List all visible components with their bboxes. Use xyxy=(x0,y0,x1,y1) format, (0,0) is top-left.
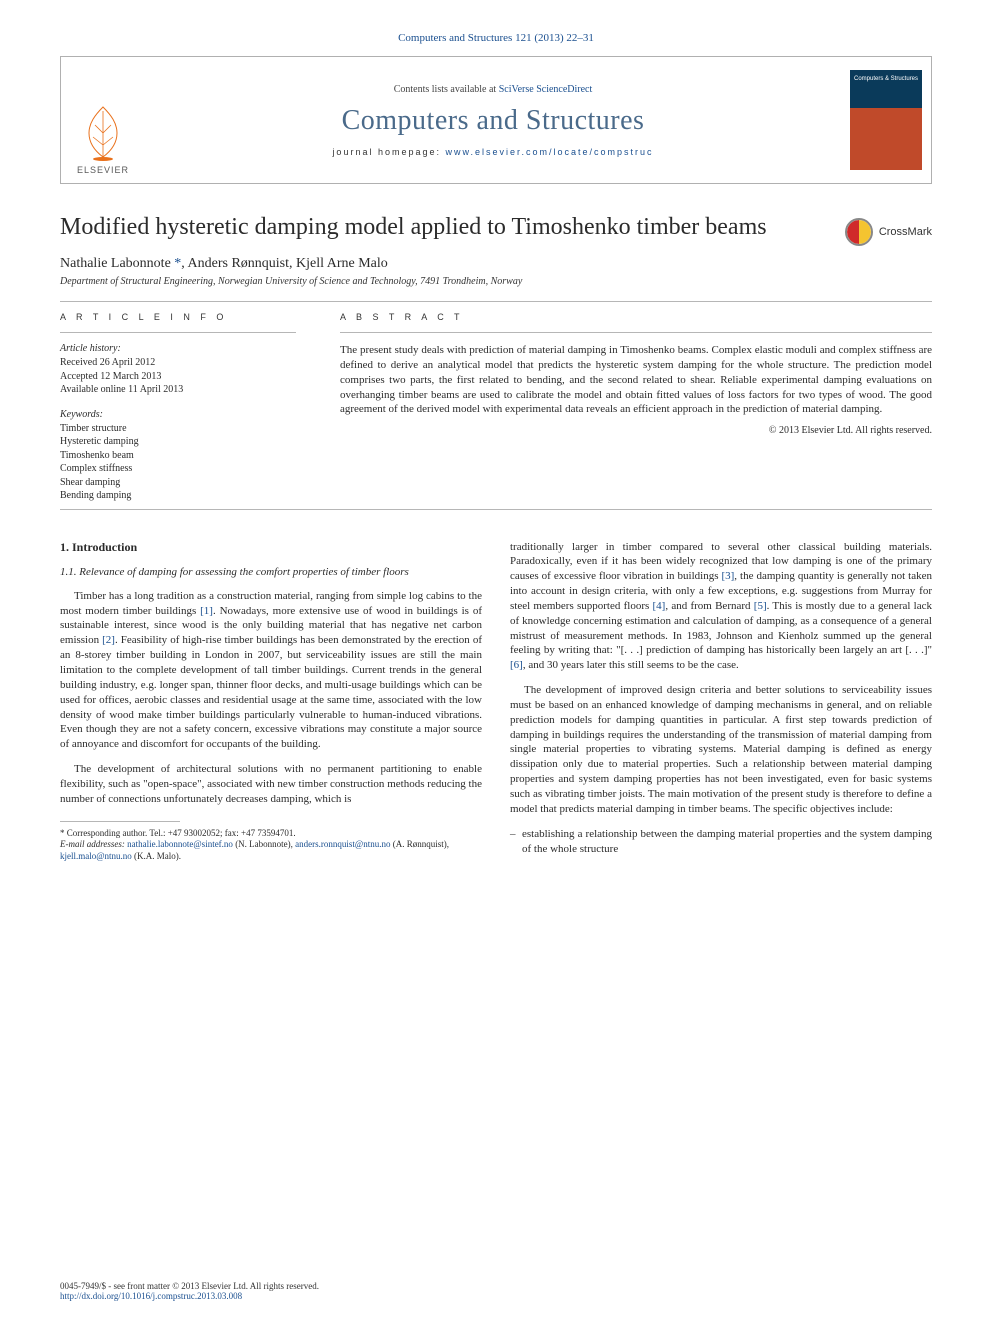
rule-bottom xyxy=(60,509,932,510)
article-head: Modified hysteretic damping model applie… xyxy=(60,212,932,246)
contents-line: Contents lists available at SciVerse Sci… xyxy=(394,84,593,95)
keyword: Timoshenko beam xyxy=(60,449,296,463)
abstract-text: The present study deals with prediction … xyxy=(340,343,932,417)
keywords-head: Keywords: xyxy=(60,409,296,420)
journal-reference: Computers and Structures 121 (2013) 22–3… xyxy=(60,32,932,44)
keyword: Shear damping xyxy=(60,476,296,490)
cover-thumb-block: Computers & Structures xyxy=(841,57,931,183)
body-columns: 1. Introduction 1.1. Relevance of dampin… xyxy=(60,540,932,863)
keyword: Hysteretic damping xyxy=(60,435,296,449)
history-accepted: Accepted 12 March 2013 xyxy=(60,370,296,384)
publisher-label: ELSEVIER xyxy=(77,165,129,175)
history-online: Available online 11 April 2013 xyxy=(60,383,296,397)
section-1-1-heading: 1.1. Relevance of damping for assessing … xyxy=(60,565,482,579)
keyword: Complex stiffness xyxy=(60,462,296,476)
footnote-rule xyxy=(60,821,180,822)
contents-prefix: Contents lists available at xyxy=(394,84,499,95)
affiliation: Department of Structural Engineering, No… xyxy=(60,276,932,287)
sciencedirect-link[interactable]: SciVerse ScienceDirect xyxy=(499,84,593,95)
paragraph: Timber has a long tradition as a constru… xyxy=(60,589,482,752)
history-received: Received 26 April 2012 xyxy=(60,356,296,370)
front-matter: 0045-7949/$ - see front matter © 2013 El… xyxy=(60,1281,932,1291)
crossmark-icon xyxy=(845,218,873,246)
footer-bar: 0045-7949/$ - see front matter © 2013 El… xyxy=(60,1281,932,1301)
email-addresses: E-mail addresses: nathalie.labonnote@sin… xyxy=(60,839,482,862)
publisher-block: ELSEVIER xyxy=(61,57,145,183)
masthead-center: Contents lists available at SciVerse Sci… xyxy=(145,57,841,183)
article-title: Modified hysteretic damping model applie… xyxy=(60,212,767,242)
meta-row: A R T I C L E I N F O Article history: R… xyxy=(60,312,932,503)
journal-cover-thumbnail: Computers & Structures xyxy=(850,70,922,170)
crossmark-label: CrossMark xyxy=(879,226,932,238)
emails-label: E-mail addresses: xyxy=(60,839,125,849)
journal-masthead: ELSEVIER Contents lists available at Sci… xyxy=(60,56,932,184)
rule-top xyxy=(60,301,932,302)
article-info-block: A R T I C L E I N F O Article history: R… xyxy=(60,312,296,503)
keyword: Timber structure xyxy=(60,422,296,436)
authors: Nathalie Labonnote *, Anders Rønnquist, … xyxy=(60,256,932,272)
keyword: Bending damping xyxy=(60,489,296,503)
journal-title: Computers and Structures xyxy=(342,105,645,137)
homepage-line: journal homepage: www.elsevier.com/locat… xyxy=(332,147,653,157)
homepage-prefix: journal homepage: xyxy=(332,147,445,157)
rule-abstract xyxy=(340,332,932,333)
paragraph: traditionally larger in timber compared … xyxy=(510,540,932,674)
abstract-copyright: © 2013 Elsevier Ltd. All rights reserved… xyxy=(340,425,932,436)
rule-info xyxy=(60,332,296,333)
crossmark-block[interactable]: CrossMark xyxy=(845,218,932,246)
cover-title: Computers & Structures xyxy=(854,76,918,83)
abstract-block: A B S T R A C T The present study deals … xyxy=(340,312,932,503)
objective-bullet: establishing a relationship between the … xyxy=(510,827,932,857)
article-info-label: A R T I C L E I N F O xyxy=(60,312,296,322)
corresponding-author-note: * Corresponding author. Tel.: +47 930020… xyxy=(60,828,482,840)
history-head: Article history: xyxy=(60,343,296,354)
left-column: 1. Introduction 1.1. Relevance of dampin… xyxy=(60,540,482,863)
section-1-heading: 1. Introduction xyxy=(60,540,482,555)
paragraph: The development of improved design crite… xyxy=(510,683,932,817)
abstract-label: A B S T R A C T xyxy=(340,312,932,322)
right-column: traditionally larger in timber compared … xyxy=(510,540,932,863)
homepage-link[interactable]: www.elsevier.com/locate/compstruc xyxy=(446,147,654,157)
elsevier-tree-icon xyxy=(75,101,131,163)
paragraph: The development of architectural solutio… xyxy=(60,762,482,807)
doi-link[interactable]: http://dx.doi.org/10.1016/j.compstruc.20… xyxy=(60,1291,932,1301)
